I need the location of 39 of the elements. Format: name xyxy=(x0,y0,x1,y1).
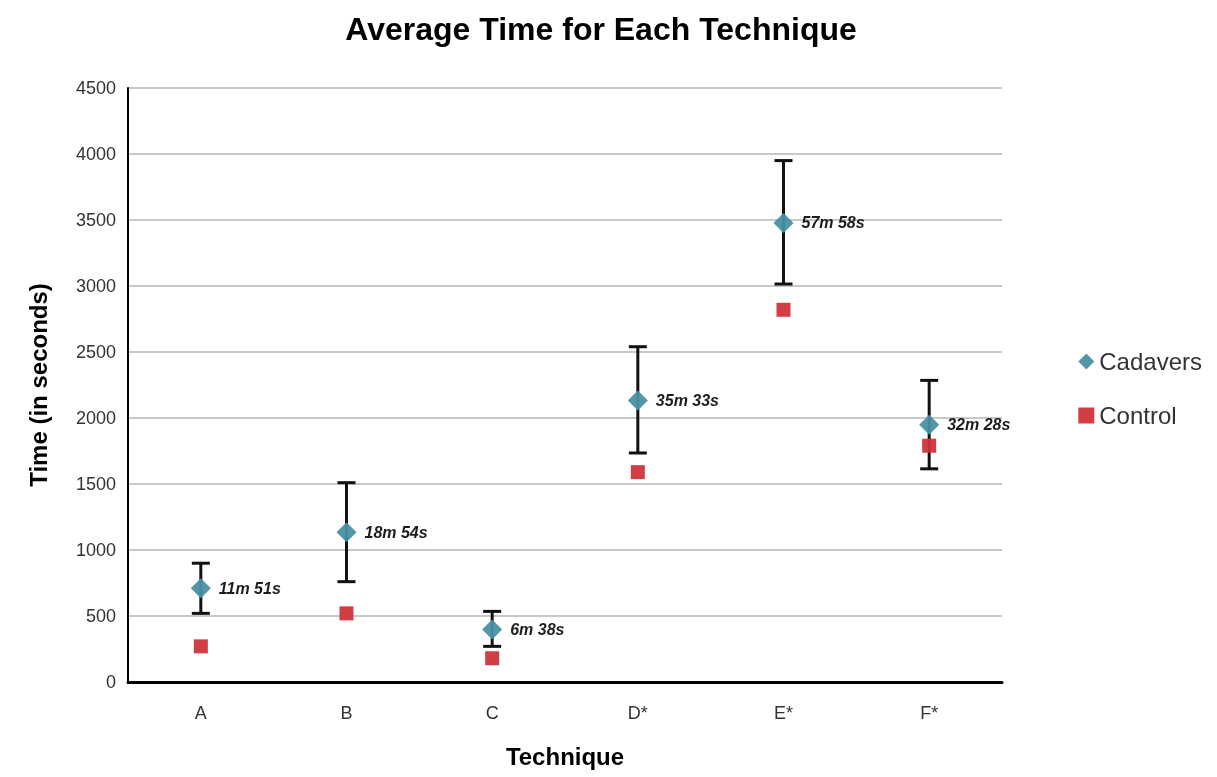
y-tick-label: 500 xyxy=(85,606,116,626)
x-tick-label: C xyxy=(485,703,499,723)
legend-label: Cadavers xyxy=(1099,348,1202,375)
x-tick-label: B xyxy=(340,703,353,723)
y-tick-label: 2000 xyxy=(75,408,116,428)
y-tick-label: 0 xyxy=(105,672,116,692)
data-label: 11m 51s xyxy=(218,579,281,597)
x-tick-label: F* xyxy=(920,703,939,723)
point xyxy=(776,302,791,317)
point xyxy=(336,522,357,543)
chart-title: Average Time for Each Technique xyxy=(345,11,857,47)
y-tick-label: 4500 xyxy=(75,78,116,98)
point xyxy=(919,414,940,435)
data-label: 57m 58s xyxy=(801,214,865,232)
point xyxy=(922,438,937,453)
x-tick-label: D* xyxy=(627,703,648,723)
y-tick-label: 2500 xyxy=(75,342,116,362)
y-tick-label: 1500 xyxy=(75,474,116,494)
data-label: 6m 38s xyxy=(510,620,565,638)
x-axis-title: Technique xyxy=(505,742,625,770)
y-tick-label: 1000 xyxy=(75,540,116,560)
point xyxy=(193,639,208,654)
y-tick-label: 3500 xyxy=(75,210,116,230)
point xyxy=(773,212,794,233)
point xyxy=(482,619,503,640)
x-tick-label: A xyxy=(194,703,207,723)
point xyxy=(627,390,648,411)
data-label: 35m 33s xyxy=(655,391,720,409)
data-label: 18m 54s xyxy=(364,523,428,541)
y-tick-label: 3000 xyxy=(75,276,116,296)
y-tick-label: 4000 xyxy=(75,144,116,164)
point xyxy=(485,651,500,666)
point xyxy=(190,578,211,599)
point xyxy=(339,606,354,621)
x-tick-label: E* xyxy=(773,703,794,723)
legend-label: Control xyxy=(1099,402,1177,429)
y-axis-title: Time (in seconds) xyxy=(24,283,52,487)
data-label: 32m 28s xyxy=(947,416,1011,434)
point xyxy=(630,465,645,480)
